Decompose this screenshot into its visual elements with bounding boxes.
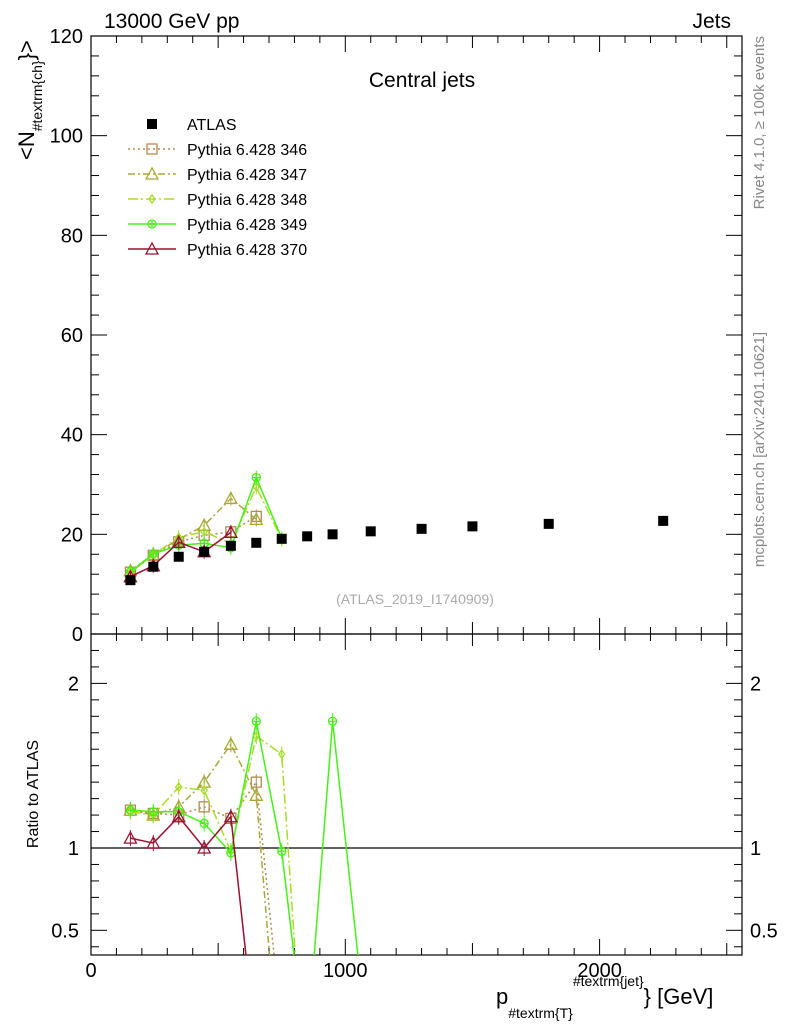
series-4-point [148,549,158,559]
ratio-5-point [146,835,161,849]
y-axis-label-close: }> [14,40,39,60]
ratio-y-tick-label: 0.5 [750,920,778,942]
ratio-y-tick-label: 1 [750,838,761,860]
ratio-series-layer [123,713,359,955]
ratio-line-2 [130,742,271,955]
legend-marker-3 [148,193,156,205]
y-axis-label-sub: #textrm{ch} [29,60,45,131]
series-line-1 [129,515,257,573]
ratio-y-axis-label: Ratio to ATLAS [25,740,42,848]
ratio-line-5 [130,814,247,955]
ratio-4-point [327,716,338,726]
y-tick-label: 60 [61,325,83,347]
y-tick-label: 80 [61,225,83,247]
x-axis-label: p#textrm{T}#textrm{jet}} [GeV] [496,973,713,1021]
x-tick-label: 1000 [323,960,368,982]
x-tick-label: 0 [85,960,96,982]
ratio-5-point [123,830,138,844]
legend-marker-2 [144,166,160,180]
legend-label-3: Pythia 6.428 348 [187,192,307,209]
legend-label-5: Pythia 6.428 370 [187,242,307,259]
data-point [467,521,478,532]
y-tick-label: 20 [61,524,83,546]
main-series-layer [123,470,669,586]
data-point [416,523,427,534]
data-point [658,515,669,526]
data-point [199,546,210,557]
y-tick-label: 40 [61,425,83,447]
header-right-label: Jets [692,10,731,33]
ratio-line-4 [130,721,359,955]
ratio-4-point [125,805,136,815]
ratio-2-point [223,736,238,750]
legend-data-marker [147,119,157,129]
series-4-point [251,472,261,483]
ratio-1-point [250,776,262,788]
ratio-line-3 [130,734,297,955]
series-line-2 [129,497,257,572]
mcplots-label: mcplots.cern.ch [arXiv:2401.10621] [751,332,768,567]
y-axis-label-main: <N [14,131,39,160]
legend-data-label: ATLAS [187,117,237,134]
series-5-point [171,534,186,548]
series-3-point [200,526,208,537]
legend-marker-5 [144,241,160,255]
header-left-label: 13000 GeV pp [104,10,239,33]
legend-marker-4 [147,219,157,229]
data-point [365,526,376,537]
series-2-point [249,512,264,526]
y-tick-label: 0 [72,624,83,646]
ratio-4-point [251,716,261,726]
chart-title: Central jets [369,69,475,92]
ratio-1-point [198,801,210,813]
data-point [327,529,338,540]
y-axis-label: <N#textrm{ch}}> [14,40,45,160]
series-3-point [252,481,261,493]
data-point [173,551,184,562]
x-axis-label-unit: } [GeV] [644,984,714,1009]
series-5-point [223,524,238,538]
analysis-id-label: (ATLAS_2019_I1740909) [336,591,494,607]
series-2-point [223,491,238,505]
ratio-5-point [223,809,238,823]
x-axis-label-sub: #textrm{T} [508,1005,573,1021]
ratio-y-tick-label: 2 [68,673,79,695]
rivet-version-label: Rivet 4.1.0, ≥ 100k events [751,36,768,209]
ratio-4-point [148,807,158,817]
ratio-5-point [197,840,212,854]
x-axis-label-main: p [496,984,508,1009]
ratio-plot-frame [90,633,743,956]
ratio-3-point [200,785,208,796]
y-tick-label: 120 [50,26,83,48]
ratio-5-point [171,809,186,823]
data-point [276,533,287,544]
data-point [125,575,136,586]
legend-label-4: Pythia 6.428 349 [187,217,307,234]
x-axis-label-sup: #textrm{jet} [573,973,644,989]
ratio-4-point [226,848,236,858]
ratio-y-tick-label: 1 [68,838,79,860]
legend-label-1: Pythia 6.428 346 [187,142,307,159]
ratio-y-tick-label: 0.5 [51,920,79,942]
data-point [148,561,159,572]
data-point [302,531,313,542]
ratio-3-point [174,782,183,793]
ratio-y-tick-label: 2 [750,673,761,695]
ratio-4-point [199,818,209,828]
data-point [225,540,236,551]
legend-marker-1 [146,143,158,155]
ratio-4-point [277,846,287,856]
data-point [251,537,262,548]
ratio-2-point [249,787,264,801]
ratio-3-point [277,749,286,760]
y-tick-label: 100 [50,126,83,148]
data-point [543,518,554,529]
x-tick-label: 2000 [577,960,622,982]
legend-label-2: Pythia 6.428 347 [187,167,307,184]
legend: ATLAS Pythia 6.428 346 Pythia 6.428 347 Pyt… [128,117,307,259]
main-axis-ticks: 0 20 40 60 80 100 120 [50,26,742,646]
